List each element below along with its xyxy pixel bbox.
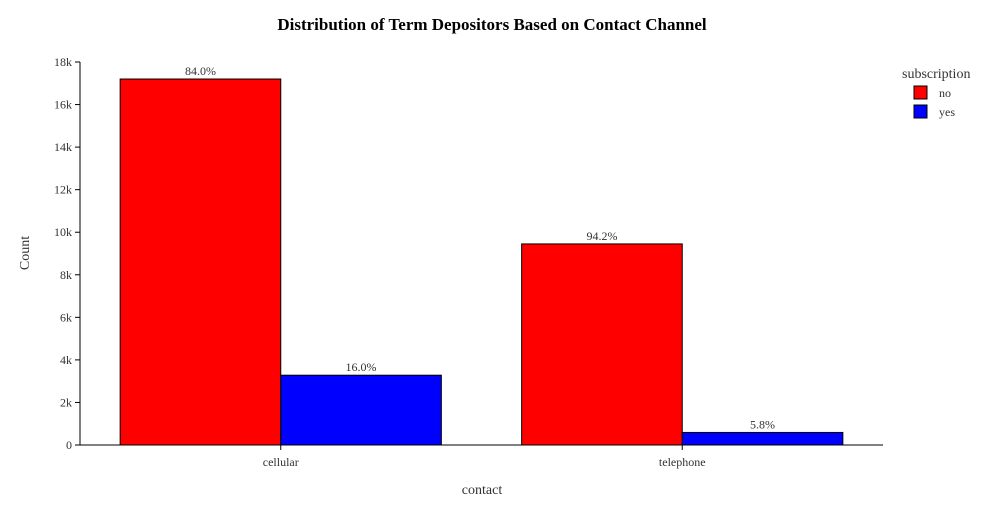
y-tick-label: 4k [60,353,72,367]
plot-area: 0 2k 4k 6k 8k 10k 12k 14k 16k 18k cellular 84.0% 16.… [54,55,883,469]
bar-data-label: 5.8% [750,417,775,431]
legend-swatch-yes [913,104,928,119]
x-tick-label: telephone [659,455,706,469]
y-tick-label: 8k [60,268,72,282]
bar-yes-telephone [681,431,844,446]
legend-swatch-no [913,85,928,100]
legend: subscription no yes [902,67,970,119]
x-axis-title: contact [462,483,503,498]
y-tick-label: 2k [60,395,72,409]
y-tick-label: 16k [54,98,72,112]
bar-yes-cellular [280,374,442,446]
bar-no-telephone [521,243,683,446]
y-tick-label: 12k [54,183,72,197]
y-axis-title: Count [18,236,33,270]
legend-label-no: no [939,86,951,100]
y-tick-label: 6k [60,310,72,324]
bar-data-label: 16.0% [346,360,377,374]
bar-data-label: 84.0% [185,64,216,78]
y-tick-label: 18k [54,55,72,69]
bar-no-cellular [119,78,282,446]
y-tick-label: 14k [54,140,72,154]
y-tick-label: 10k [54,225,72,239]
legend-label-yes: yes [939,105,955,119]
y-tick-label: 0 [66,438,72,452]
legend-title: subscription [902,67,970,82]
x-tick-label: cellular [263,455,299,469]
chart-title: Distribution of Term Depositors Based on… [277,15,707,34]
bar-data-label: 94.2% [586,229,617,243]
